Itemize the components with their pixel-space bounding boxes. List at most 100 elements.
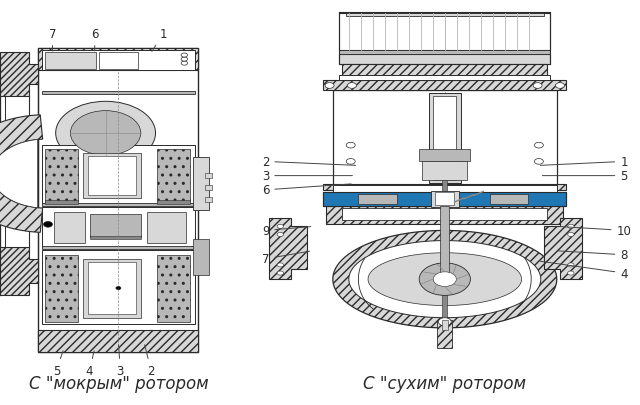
Text: 1: 1 [540, 156, 628, 168]
Bar [419, 150, 470, 162]
Polygon shape [333, 231, 557, 328]
Circle shape [568, 271, 574, 275]
Bar [157, 150, 190, 202]
Bar [38, 49, 198, 352]
Bar [42, 207, 195, 247]
Bar [339, 55, 550, 65]
Text: 5: 5 [542, 170, 628, 183]
Bar [193, 158, 209, 211]
Text: С "мокрым" ротором: С "мокрым" ротором [29, 374, 208, 392]
Circle shape [70, 111, 141, 156]
Bar [323, 81, 566, 91]
Circle shape [346, 143, 355, 149]
Circle shape [56, 102, 156, 165]
Bar [442, 166, 447, 348]
Bar [339, 51, 550, 55]
Circle shape [181, 58, 188, 62]
Bar [42, 51, 195, 71]
Text: 8: 8 [558, 249, 628, 262]
Bar [333, 91, 557, 186]
Bar [42, 146, 195, 205]
Circle shape [346, 159, 355, 165]
Circle shape [568, 233, 574, 237]
Bar [346, 14, 544, 17]
Bar [422, 162, 467, 180]
Text: 3: 3 [116, 345, 124, 377]
Bar [339, 76, 550, 81]
Text: 9: 9 [262, 224, 311, 237]
Bar [323, 184, 566, 190]
Bar [54, 213, 85, 243]
Circle shape [348, 83, 356, 89]
Bar [45, 200, 78, 205]
Bar [42, 204, 195, 207]
Bar [42, 92, 195, 95]
Circle shape [419, 263, 470, 296]
Bar [42, 246, 195, 249]
Text: 4: 4 [86, 351, 94, 377]
Circle shape [277, 271, 284, 275]
Bar [157, 255, 190, 322]
Bar [83, 154, 141, 198]
Polygon shape [0, 247, 38, 296]
Circle shape [568, 225, 574, 229]
Bar [342, 65, 547, 77]
Bar [440, 207, 449, 279]
Polygon shape [349, 241, 541, 318]
Bar [88, 157, 136, 195]
Bar [83, 259, 141, 318]
Bar [45, 255, 78, 322]
Circle shape [534, 143, 543, 149]
Bar [45, 53, 96, 70]
Text: 3: 3 [262, 170, 353, 183]
Bar [42, 250, 195, 324]
Text: 4: 4 [540, 262, 628, 280]
Circle shape [277, 233, 284, 237]
Bar [358, 194, 397, 205]
Bar [431, 191, 459, 207]
Bar [99, 53, 138, 70]
Circle shape [325, 83, 334, 89]
Bar [205, 185, 212, 190]
Circle shape [116, 287, 121, 290]
Circle shape [433, 272, 456, 287]
Bar [442, 320, 448, 330]
Bar [429, 94, 461, 183]
Bar [157, 200, 190, 205]
Bar [38, 330, 198, 352]
Polygon shape [0, 115, 43, 233]
Bar [326, 205, 563, 225]
Circle shape [533, 83, 542, 89]
Circle shape [568, 263, 574, 267]
Text: 5: 5 [52, 351, 63, 377]
Bar [205, 198, 212, 202]
Circle shape [181, 54, 188, 58]
Bar [38, 49, 198, 71]
Polygon shape [544, 219, 582, 279]
Text: С "сухим" ротором: С "сухим" ротором [364, 374, 526, 392]
Text: 2: 2 [145, 345, 155, 377]
Bar [342, 209, 547, 221]
Bar [90, 237, 141, 240]
Bar [193, 239, 209, 275]
Bar [490, 194, 528, 205]
Circle shape [534, 159, 543, 165]
Text: 10: 10 [559, 224, 632, 237]
Bar [323, 192, 566, 207]
Text: 7: 7 [49, 28, 56, 52]
Bar [339, 14, 550, 51]
Bar [205, 173, 212, 178]
Text: 6: 6 [91, 28, 99, 52]
Bar [45, 150, 78, 202]
Circle shape [277, 263, 284, 267]
Polygon shape [368, 253, 522, 306]
Circle shape [556, 83, 564, 89]
Bar [333, 185, 557, 194]
Bar [433, 97, 456, 180]
Bar [90, 215, 141, 237]
Circle shape [181, 62, 188, 66]
Bar [323, 192, 566, 207]
Text: 2: 2 [262, 156, 356, 168]
Text: 6: 6 [262, 184, 351, 197]
Polygon shape [0, 140, 38, 208]
